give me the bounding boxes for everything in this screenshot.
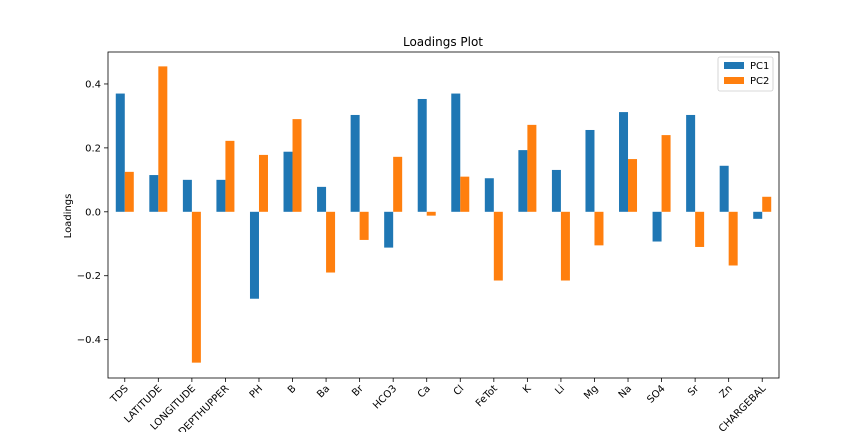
bar-pc2-ba <box>326 211 336 273</box>
bar-pc1-b <box>283 151 293 212</box>
legend-swatch-pc1 <box>724 62 744 69</box>
bar-pc2-cl <box>460 176 470 212</box>
bar-pc2-ph <box>258 154 268 212</box>
bar-pc2-tds <box>124 171 134 212</box>
chart-title: Loadings Plot <box>403 35 483 49</box>
bar-pc1-depthupper <box>216 179 226 212</box>
bar-pc1-latitude <box>149 175 159 212</box>
bar-pc2-zn <box>728 211 738 266</box>
y-tick-label: −0.4 <box>77 335 101 346</box>
bar-pc1-so4 <box>652 211 662 242</box>
y-axis: −0.4 −0.2 0.0 0.2 0.4 <box>77 79 108 346</box>
bar-pc1-chargebal <box>753 211 763 219</box>
bar-pc2-fetot <box>493 211 503 281</box>
bar-pc1-longitude <box>182 179 192 212</box>
y-tick-label: −0.2 <box>77 271 101 282</box>
bar-pc2-longitude <box>191 211 201 363</box>
bar-pc2-so4 <box>661 135 671 212</box>
y-tick-label: 0.4 <box>85 79 101 90</box>
y-tick-label: 0.2 <box>85 143 101 154</box>
bar-pc1-k <box>518 150 528 212</box>
bar-pc1-ba <box>317 186 327 212</box>
bar-pc2-na <box>628 159 638 212</box>
bars-group <box>115 66 772 363</box>
bar-pc2-b <box>292 119 302 212</box>
bar-pc1-br <box>350 114 360 212</box>
y-axis-label: Loadings <box>63 194 74 239</box>
bar-pc1-zn <box>719 165 729 212</box>
bar-pc2-ca <box>426 211 436 216</box>
y-tick-label: 0.0 <box>85 207 101 218</box>
bar-pc1-ca <box>417 98 427 212</box>
bar-pc1-sr <box>686 114 696 212</box>
bar-pc2-mg <box>594 211 604 246</box>
plot-frame <box>107 51 780 379</box>
legend-label-pc2: PC2 <box>750 76 769 87</box>
bar-pc2-sr <box>695 211 705 247</box>
bar-pc2-k <box>527 124 537 212</box>
bar-pc1-fetot <box>484 178 494 212</box>
bar-pc1-li <box>551 169 561 212</box>
bar-pc2-hco3 <box>393 156 403 212</box>
bar-pc2-chargebal <box>762 196 772 212</box>
bar-pc1-na <box>619 112 629 212</box>
bar-pc1-ph <box>249 211 259 299</box>
bar-pc2-br <box>359 211 369 240</box>
bar-pc1-tds <box>115 93 125 212</box>
bar-pc1-hco3 <box>384 211 394 248</box>
legend-label-pc1: PC1 <box>750 61 769 72</box>
bar-pc2-latitude <box>158 66 168 212</box>
bar-pc1-cl <box>451 93 461 212</box>
bar-pc2-depthupper <box>225 140 235 212</box>
bar-pc2-li <box>560 211 570 281</box>
bar-pc1-mg <box>585 129 595 212</box>
legend-swatch-pc2 <box>724 77 744 84</box>
